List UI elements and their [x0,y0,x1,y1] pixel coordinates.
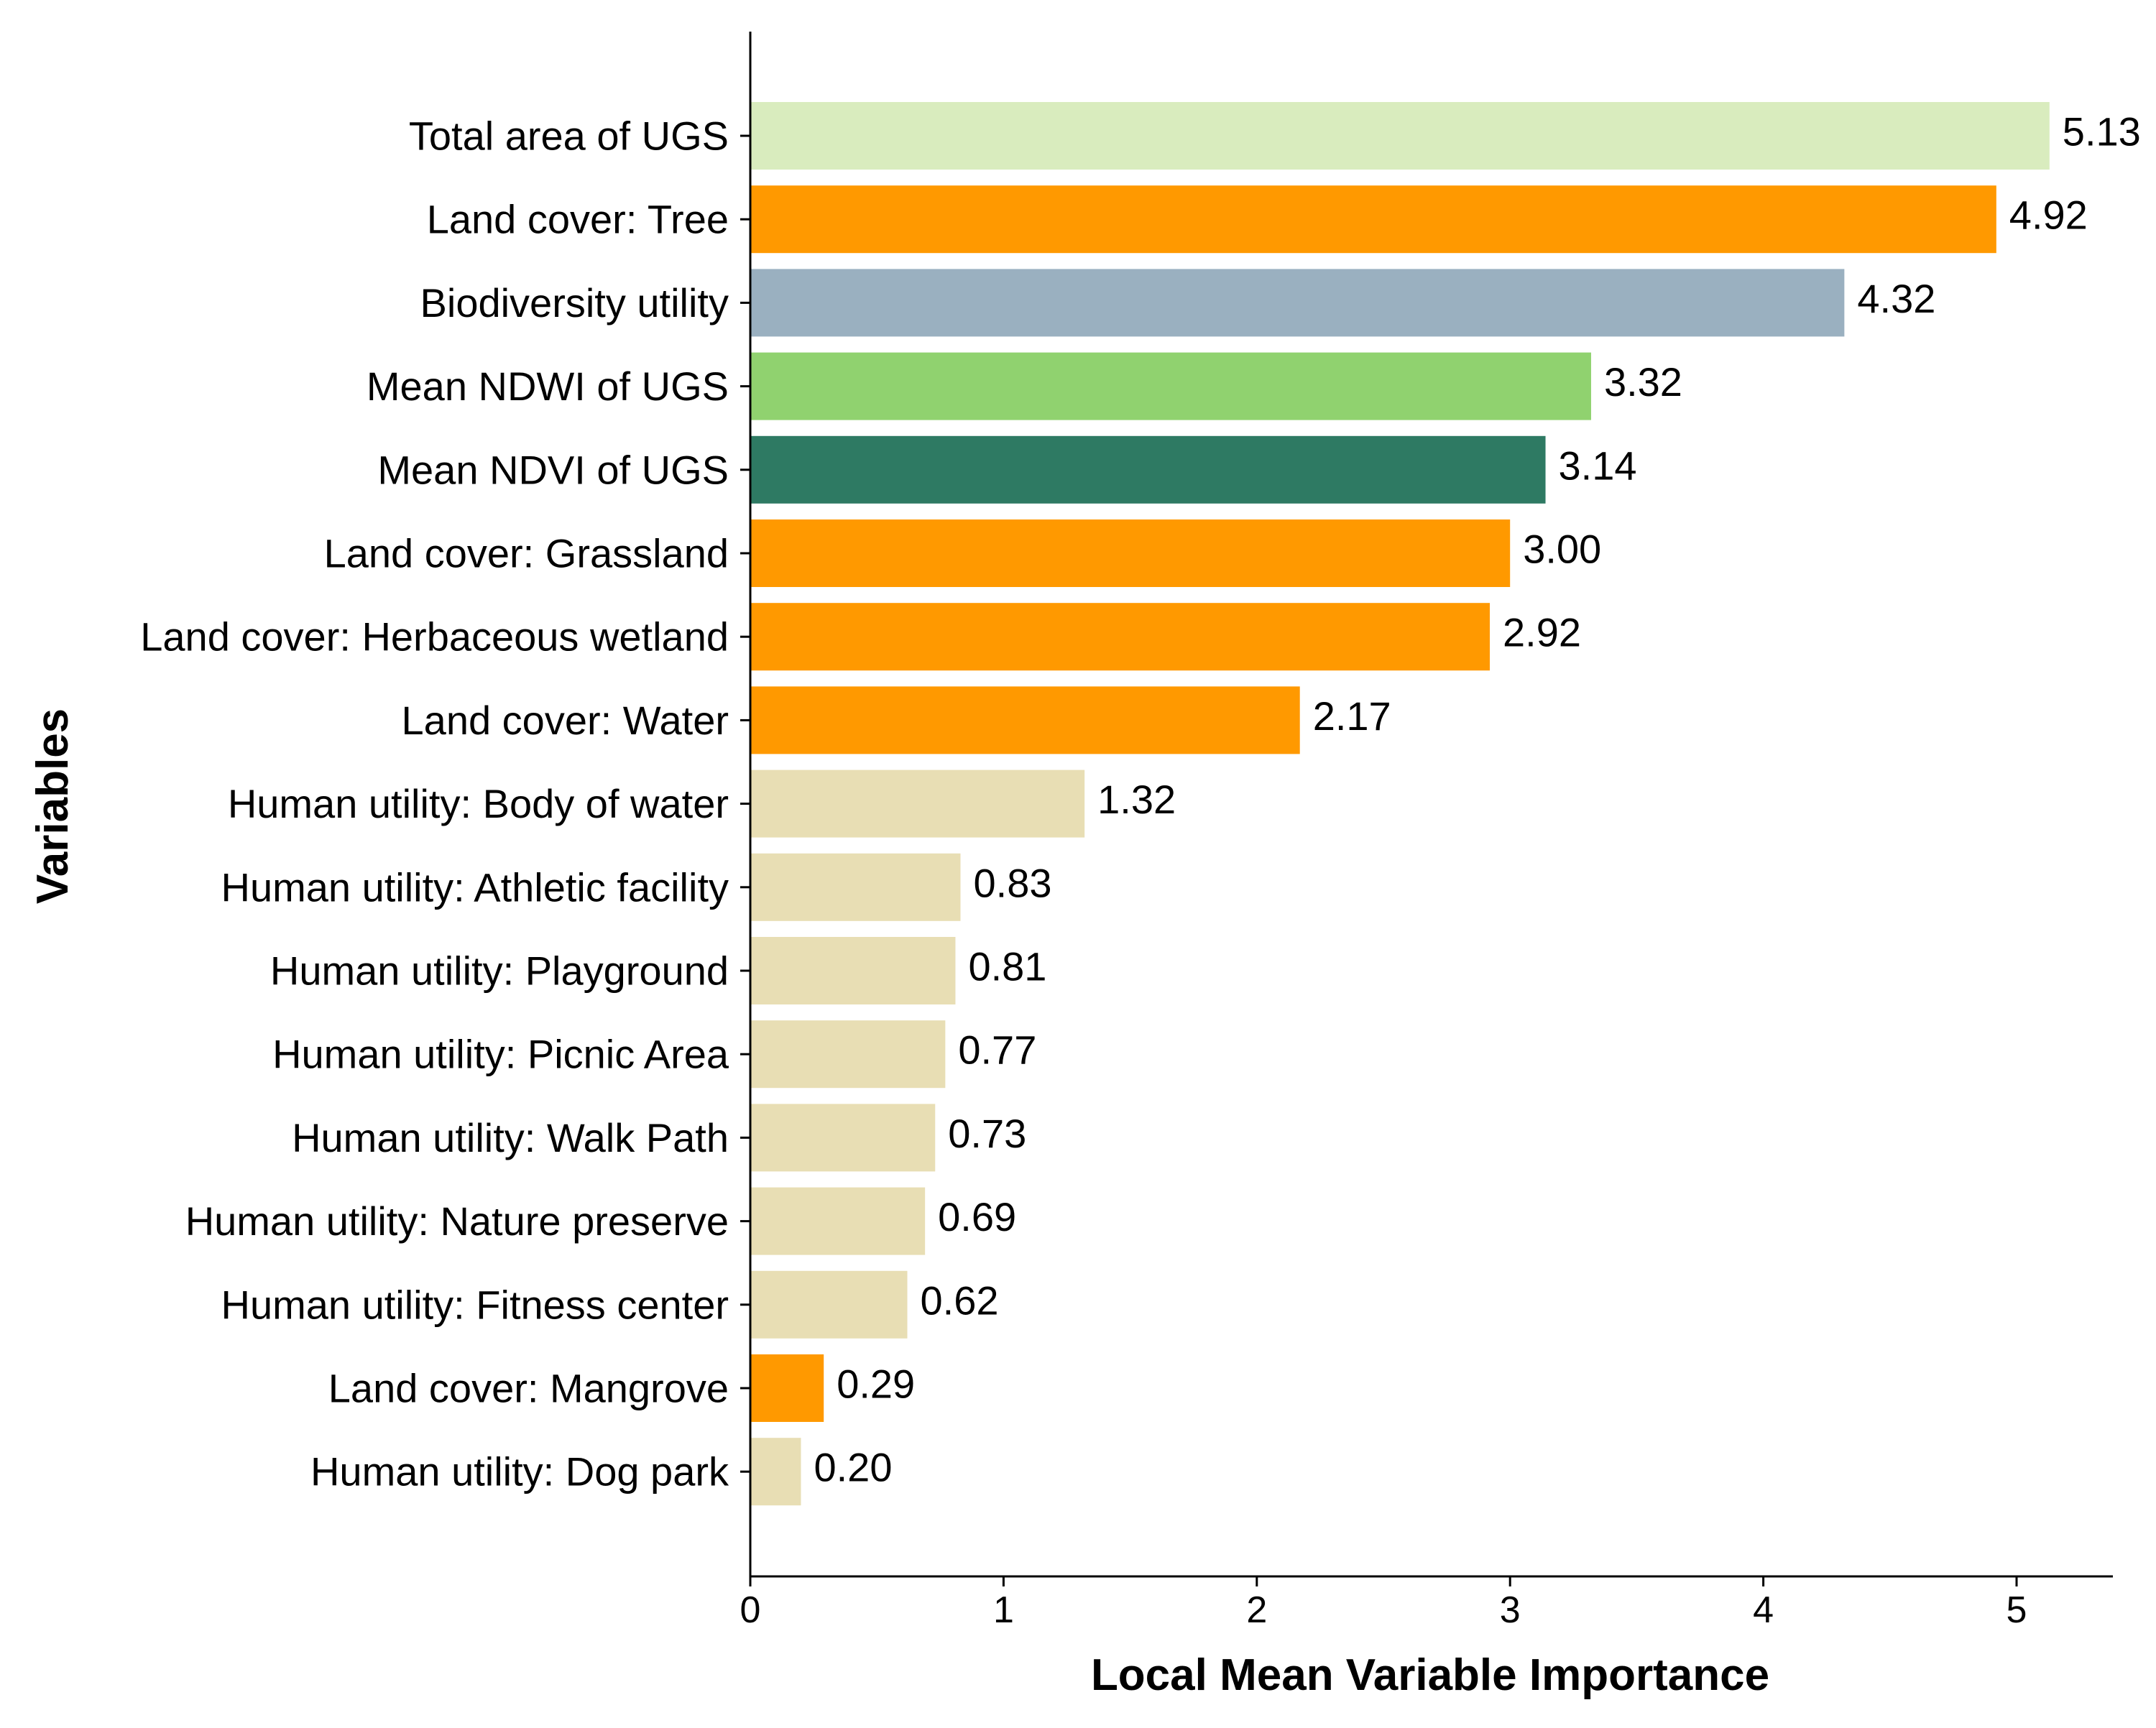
y-axis-title: Variables [28,708,78,904]
value-label: 0.81 [968,944,1046,989]
x-tick-label: 0 [740,1589,761,1631]
category-label: Land cover: Herbaceous wetland [140,614,729,660]
category-label: Mean NDVI of UGS [377,447,729,492]
category-label: Biodiversity utility [420,280,729,325]
value-label: 3.14 [1559,443,1637,488]
category-label: Human utility: Walk Path [292,1115,729,1160]
bar [750,1270,908,1339]
x-tick-label: 2 [1246,1589,1267,1631]
category-label: Land cover: Tree [427,197,729,242]
bar [750,102,2050,170]
value-label: 0.73 [948,1111,1026,1156]
bar [750,686,1300,754]
bar [750,1104,936,1172]
value-label: 3.00 [1523,527,1601,572]
category-label: Land cover: Mangrove [328,1366,729,1411]
category-label: Land cover: Water [402,698,729,743]
value-label: 3.32 [1604,359,1682,405]
category-label: Human utility: Nature preserve [185,1198,729,1244]
category-label: Human utility: Athletic facility [221,864,729,910]
value-label: 0.77 [958,1027,1036,1073]
bars-layer [750,102,2050,1506]
bar [750,853,961,921]
value-label: 5.13 [2063,109,2141,154]
x-axis-title: Local Mean Variable Importance [1091,1650,1769,1700]
bar [750,1020,946,1089]
x-tick-label: 4 [1753,1589,1774,1631]
category-label: Human utility: Picnic Area [272,1032,729,1077]
bar [750,269,1845,337]
bar [750,352,1591,420]
value-labels: 5.13 4.92 4.32 3.32 3.14 3.00 2.92 2.17 1.32 0.83… [814,109,2140,1490]
x-axis-ticks: 0 1 2 3 4 5 [740,134,2027,1631]
category-label: Land cover: Grassland [324,531,729,576]
value-label: 0.83 [973,860,1051,905]
value-label: 0.69 [938,1194,1016,1239]
bar [750,1354,824,1422]
category-label: Mean NDWI of UGS [367,364,729,409]
category-label: Total area of UGS [409,114,729,159]
value-label: 0.20 [814,1445,892,1490]
value-label: 1.32 [1097,777,1176,822]
bar [750,603,1491,671]
category-label: Human utility: Playground [270,948,729,994]
bar [750,1187,926,1255]
value-label: 2.17 [1313,693,1391,739]
value-label: 4.92 [2009,193,2088,238]
x-tick-label: 1 [993,1589,1014,1631]
value-label: 0.29 [837,1362,915,1407]
value-label: 4.32 [1857,276,1935,321]
bar [750,770,1085,838]
value-label: 0.62 [920,1277,998,1323]
category-label: Human utility: Body of water [228,781,729,826]
bar [750,937,956,1004]
x-tick-label: 3 [1500,1589,1521,1631]
category-label: Human utility: Fitness center [221,1282,729,1327]
x-tick-label: 5 [2007,1589,2027,1631]
bar [750,1438,801,1506]
category-label: Human utility: Dog park [310,1449,729,1494]
bar [750,435,1546,504]
bar [750,519,1511,587]
category-labels: Total area of UGS Land cover: Tree Biodive… [140,114,729,1494]
bar [750,185,1996,254]
value-label: 2.92 [1503,610,1581,655]
